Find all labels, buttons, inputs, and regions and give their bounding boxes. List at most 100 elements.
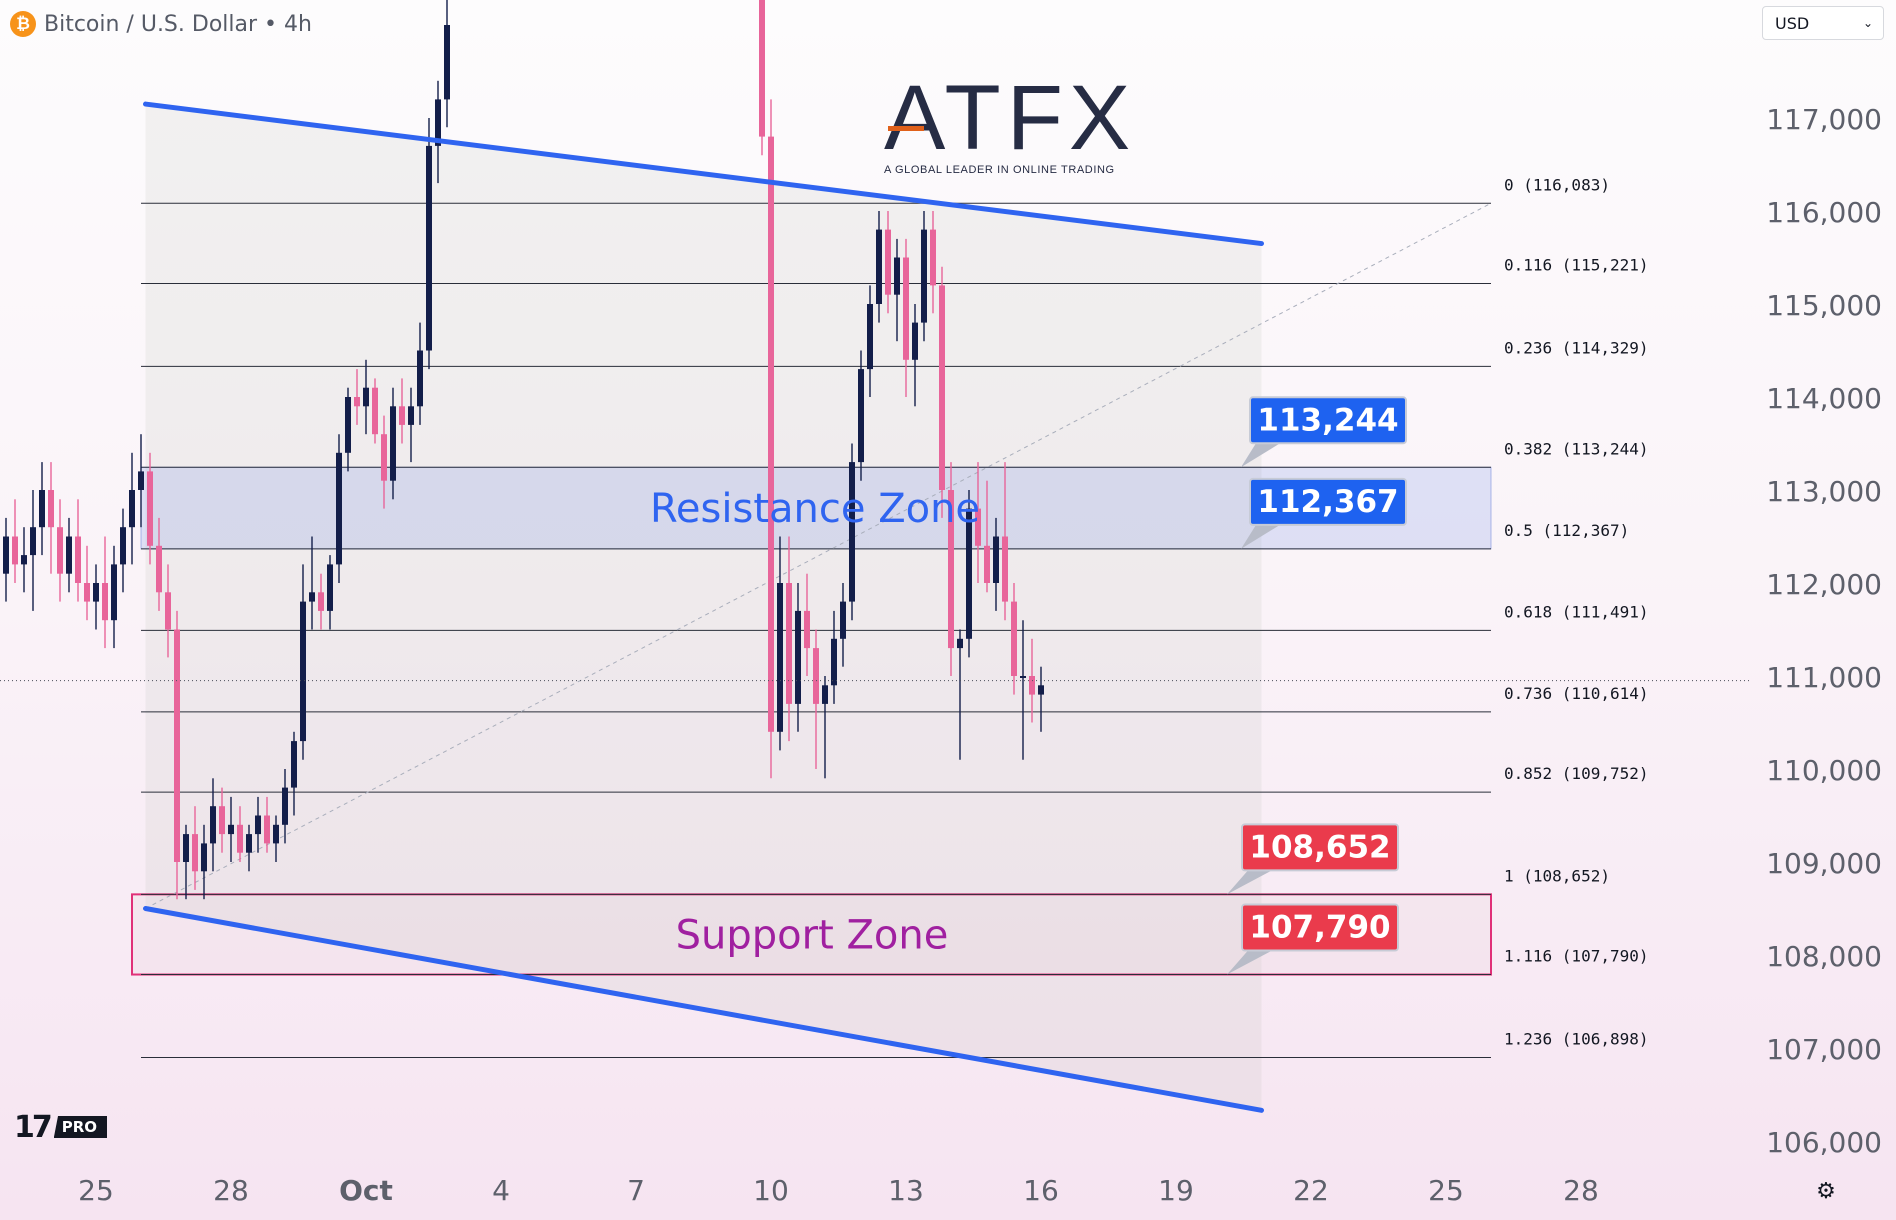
candle-body xyxy=(345,397,351,453)
y-tick-label: 111,000 xyxy=(1766,661,1882,694)
candle-body xyxy=(291,741,297,788)
candle-body xyxy=(363,387,369,407)
tradingview-logo[interactable]: 17 PRO xyxy=(14,1110,108,1145)
candle-body xyxy=(939,285,945,490)
candle-body xyxy=(1002,536,1008,602)
trend-lines xyxy=(143,101,1264,1113)
candle-body xyxy=(372,387,378,435)
candle-body xyxy=(246,834,252,853)
fib-level-label: 1.236 (106,898) xyxy=(1504,1029,1649,1048)
callout-pointer xyxy=(1227,870,1272,895)
candle-body xyxy=(309,592,315,602)
bitcoin-icon: ₿ xyxy=(10,11,36,37)
symbol-title: Bitcoin / U.S. Dollar • 4h xyxy=(44,11,312,37)
upper-trend-line xyxy=(143,101,1264,247)
x-tick-label: 7 xyxy=(627,1174,645,1207)
candle-body xyxy=(876,229,882,304)
x-tick-label: Oct xyxy=(339,1174,393,1207)
candle-body xyxy=(174,629,180,862)
fib-level-label: 0.382 (113,244) xyxy=(1504,439,1649,458)
candle-body xyxy=(399,406,405,425)
x-tick-label: 25 xyxy=(78,1174,114,1207)
candle-body xyxy=(444,25,450,100)
candle-body xyxy=(165,592,171,630)
candle-body xyxy=(1038,685,1044,695)
y-tick-label: 113,000 xyxy=(1766,475,1882,508)
logo-wordmark: ATFX xyxy=(884,67,1137,169)
x-tick-label: 28 xyxy=(213,1174,249,1207)
callout-value: 108,652 xyxy=(1249,829,1390,865)
callout-pointer xyxy=(1241,443,1280,468)
candle-body xyxy=(966,508,972,639)
support-zone-label: Support Zone xyxy=(676,912,949,958)
candle-body xyxy=(975,508,981,546)
candle-body xyxy=(912,322,918,360)
fib-level-label: 0.236 (114,329) xyxy=(1504,338,1649,357)
candle-body xyxy=(804,610,810,649)
candle-body xyxy=(354,397,360,407)
y-tick-label: 106,000 xyxy=(1766,1126,1882,1159)
candle-body xyxy=(219,806,225,835)
callout-value: 113,244 xyxy=(1257,402,1398,438)
y-axis: 117,000 116,000 115,000 114,000 113,000 112,0… xyxy=(1766,103,1882,1159)
candle-body xyxy=(795,610,801,704)
candle-body xyxy=(102,583,108,621)
currency-value: USD xyxy=(1775,13,1810,33)
logo-accent-bar xyxy=(888,126,924,131)
candle-body xyxy=(237,824,243,853)
candle-body xyxy=(336,452,342,565)
logo-tagline: A GLOBAL LEADER IN ONLINE TRADING xyxy=(884,164,1115,176)
candle-body xyxy=(192,834,198,872)
x-tick-label: 16 xyxy=(1023,1174,1059,1207)
candle-body xyxy=(903,257,909,360)
candle-body xyxy=(984,545,990,583)
candle-body xyxy=(948,490,954,649)
candle-body xyxy=(84,583,90,602)
candle-body xyxy=(390,406,396,481)
candle-body xyxy=(993,536,999,583)
y-tick-label: 107,000 xyxy=(1766,1033,1882,1066)
chevron-down-icon: ⌄ xyxy=(1862,16,1873,30)
candle-body xyxy=(1029,676,1035,695)
candle-body xyxy=(228,824,234,835)
callout-value: 112,367 xyxy=(1257,484,1398,520)
fib-trend-diagonal xyxy=(145,202,1492,909)
candle-body xyxy=(885,229,891,295)
fib-level-label: 1 (108,652) xyxy=(1504,866,1610,885)
gear-icon[interactable]: ⚙ xyxy=(1816,1179,1836,1204)
callout-badge xyxy=(1249,396,1407,445)
channel-fill xyxy=(145,104,1262,1111)
x-tick-label: 25 xyxy=(1428,1174,1464,1207)
x-tick-label: 22 xyxy=(1293,1174,1329,1207)
candle-body xyxy=(822,685,828,704)
currency-select[interactable]: USD ⌄ xyxy=(1762,6,1884,40)
candle-body xyxy=(849,462,855,602)
callout-badge xyxy=(1249,477,1407,526)
candle-body xyxy=(858,369,864,463)
y-tick-label: 110,000 xyxy=(1766,754,1882,787)
tradingview-mark-icon: 17 xyxy=(14,1109,53,1145)
candle-body xyxy=(57,527,63,574)
zone-labels: Resistance Zone Support Zone xyxy=(650,486,980,958)
fibonacci-levels: 0 (116,083) 0.116 (115,221) 0.236 (114,329… xyxy=(141,175,1649,1058)
candle-body xyxy=(183,834,189,862)
fib-level-label: 0.852 (109,752) xyxy=(1504,764,1649,783)
candle-body xyxy=(381,434,387,481)
candle-body xyxy=(426,145,432,351)
y-tick-label: 112,000 xyxy=(1766,568,1882,601)
candle-body xyxy=(840,601,846,639)
candle-body xyxy=(300,601,306,742)
candle-body xyxy=(318,592,324,611)
candle-body xyxy=(129,490,135,528)
atfx-logo: ATFX A GLOBAL LEADER IN ONLINE TRADING xyxy=(884,67,1137,176)
candle-body xyxy=(93,583,99,602)
fib-level-label: 0.116 (115,221) xyxy=(1504,255,1649,274)
symbol-header[interactable]: ₿ Bitcoin / U.S. Dollar • 4h xyxy=(10,10,312,38)
y-tick-label: 114,000 xyxy=(1766,382,1882,415)
candle-body xyxy=(957,638,963,649)
candle-body xyxy=(48,490,54,528)
pro-badge: PRO xyxy=(53,1116,108,1138)
x-axis: 25 28 Oct 4 7 10 13 16 19 22 25 28 xyxy=(78,1174,1599,1207)
price-callouts: 113,244 112,367 108,652 107,790 xyxy=(1227,396,1407,975)
